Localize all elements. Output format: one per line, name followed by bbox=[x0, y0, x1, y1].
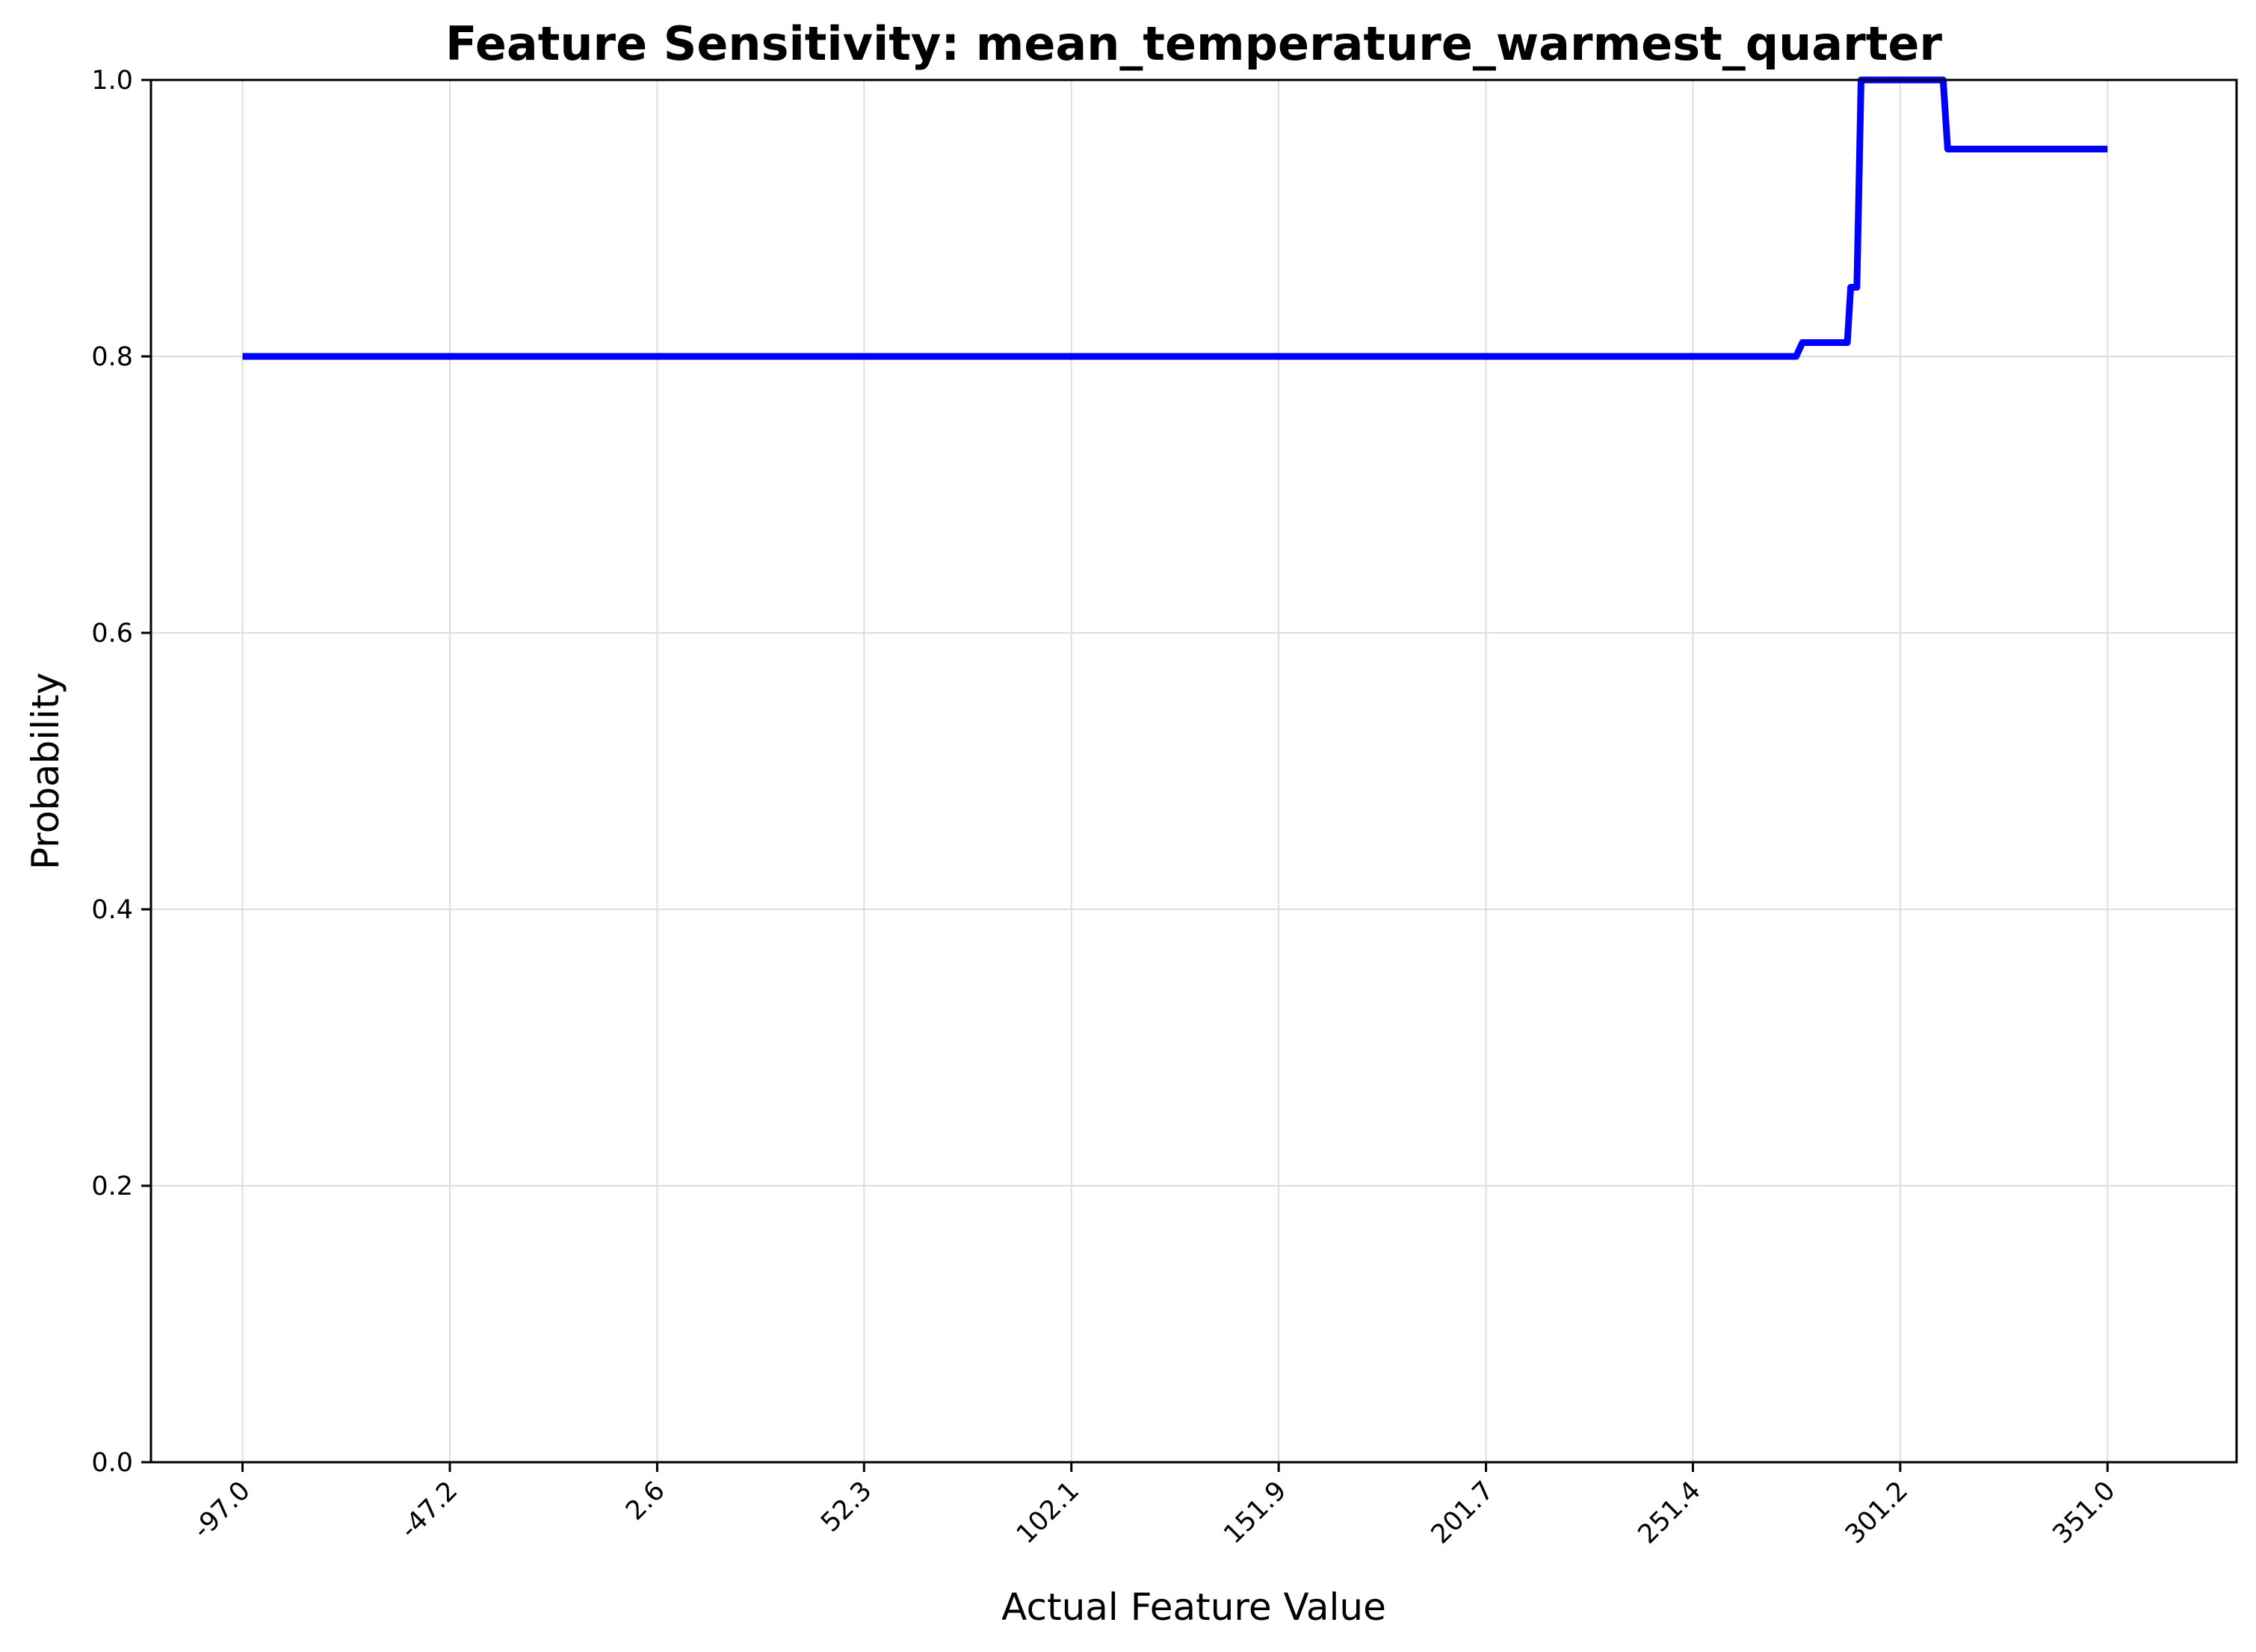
y-axis-label: Probability bbox=[24, 672, 67, 870]
probability-series-line bbox=[242, 76, 2108, 360]
x-tick-label: 351.0 bbox=[2048, 1476, 2121, 1550]
y-tick-label: 0.4 bbox=[91, 895, 133, 925]
data-layer bbox=[242, 76, 2108, 360]
y-tick-label: 1.0 bbox=[91, 66, 133, 96]
x-tick-label: 151.9 bbox=[1218, 1476, 1292, 1550]
y-tick-label: 0.0 bbox=[91, 1448, 133, 1478]
x-tick-label: 251.4 bbox=[1633, 1476, 1707, 1550]
chart-title: Feature Sensitivity: mean_temperature_wa… bbox=[445, 16, 1942, 71]
x-tick-label: -97.0 bbox=[188, 1476, 256, 1544]
x-tick-label: 201.7 bbox=[1426, 1476, 1500, 1550]
x-tick-label: 301.2 bbox=[1840, 1476, 1914, 1550]
y-tick-label: 0.2 bbox=[91, 1172, 133, 1201]
x-tick-label: 52.3 bbox=[815, 1476, 877, 1538]
x-axis-label: Actual Feature Value bbox=[1001, 1586, 1386, 1629]
y-tick-label: 0.8 bbox=[91, 342, 133, 372]
x-tick-label: 102.1 bbox=[1011, 1476, 1085, 1550]
y-tick-label: 0.6 bbox=[91, 619, 133, 649]
tick-layer: 0.0 0.2 0.4 0.6 0.8 1.0 -97.0 -47.2 2.6 52.3 102.1… bbox=[91, 66, 2121, 1550]
x-tick-label: -47.2 bbox=[395, 1476, 463, 1544]
plot-frame bbox=[149, 78, 2238, 1464]
x-tick-label: 2.6 bbox=[620, 1476, 671, 1526]
grid-layer bbox=[151, 79, 2237, 1463]
